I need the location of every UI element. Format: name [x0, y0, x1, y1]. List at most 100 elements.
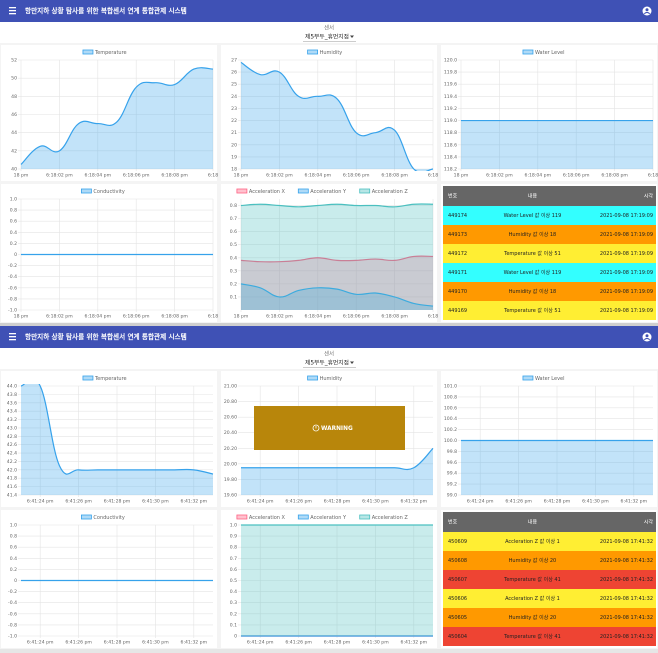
line [240, 203, 434, 208]
table-cell: 2021-09-08 17:19:09 [600, 308, 653, 314]
legend-swatch [297, 514, 309, 520]
legend-label: Temperature [94, 376, 127, 382]
legend-label: Acceleration X [249, 189, 286, 195]
table-cell: Accleration Z 값 이상 1 [505, 595, 560, 602]
table-header: 시각 [644, 519, 654, 526]
y-tick-label: 19.80 [224, 477, 237, 483]
table-cell: 450604 [448, 634, 467, 640]
table-cell: 2021-09-08 17:19:09 [600, 289, 653, 295]
table-cell: 449171 [448, 270, 467, 276]
y-tick-label: 118.2 [444, 167, 457, 173]
y-tick-label: 25 [231, 82, 237, 88]
chart-panel [1, 184, 217, 322]
table-cell: 2021-09-08 17:19:09 [600, 270, 653, 276]
y-tick-label: 20.80 [224, 399, 237, 405]
x-tick-label: 6:18:04 pm [305, 173, 332, 179]
table-header-bg [443, 186, 656, 206]
y-tick-label: 0.4 [10, 230, 17, 236]
table-cell: Temperature 값 이상 41 [503, 633, 561, 640]
y-tick-label: 20.20 [224, 446, 237, 452]
y-tick-label: 50 [11, 76, 17, 82]
chart-panel [221, 45, 437, 181]
x-tick-label: 6:41:26 pm [285, 499, 312, 505]
y-tick-label: 0.9 [230, 534, 237, 540]
y-tick-label: 99.4 [447, 471, 457, 477]
y-tick-label: 52 [11, 58, 17, 64]
y-tick-label: 41.6 [7, 484, 17, 490]
y-tick-label: 21.00 [224, 384, 237, 390]
app-title: 항만지하 상황 탐사를 위한 복합센서 연계 통합관제 시스템 [25, 332, 187, 341]
y-tick-label: 0.3 [230, 600, 237, 606]
warning-icon [312, 424, 320, 432]
y-tick-label: 0.6 [230, 229, 237, 235]
y-tick-label: 21 [231, 130, 237, 136]
x-tick-label: 6:41:24 pm [27, 499, 54, 505]
y-tick-label: 0.4 [230, 255, 237, 261]
area [461, 120, 653, 169]
y-tick-label: 0.7 [230, 216, 237, 222]
table-row [443, 532, 656, 551]
y-tick-label: -1.0 [8, 308, 17, 314]
area [461, 440, 653, 495]
table-row [443, 282, 656, 301]
legend-label: Acceleration Y [310, 515, 347, 521]
table-cell: Temperature 값 이상 51 [503, 307, 561, 314]
area [241, 525, 433, 636]
legend-swatch [307, 49, 319, 55]
x-tick-label: 6:18:02 pm [266, 173, 293, 179]
y-tick-label: 0.1 [230, 294, 237, 300]
table-row [443, 589, 656, 608]
y-tick-label: 0.2 [230, 281, 237, 287]
y-tick-label: 43.8 [7, 392, 17, 398]
legend-swatch [236, 188, 248, 194]
y-tick-label: 18 [231, 167, 237, 173]
table-cell: Water Level 값 이상 119 [504, 269, 562, 276]
plot-area [461, 119, 653, 169]
chart-panel [1, 371, 217, 507]
x-tick-label: 18 pm [234, 173, 249, 179]
table-row [443, 263, 656, 282]
chart-panel [441, 45, 657, 181]
line [20, 384, 214, 475]
table-cell: 2021-09-08 17:41:32 [600, 596, 653, 602]
plot-area [241, 447, 434, 495]
legend-swatch [307, 375, 319, 381]
legend-label: Conductivity [93, 515, 124, 521]
table-cell: 449174 [448, 213, 467, 219]
y-tick-label: 119.6 [444, 82, 457, 88]
y-tick-label: 100.4 [444, 416, 457, 422]
legend-swatch [81, 188, 92, 194]
plot-area [20, 67, 214, 169]
x-tick-label: 6:18:04 pm [305, 314, 332, 320]
legend-swatch [359, 514, 371, 520]
table-cell: Humidity 값 이상 20 [509, 614, 557, 621]
y-tick-label: 119.4 [444, 94, 457, 100]
x-tick-label: 18 pm [454, 173, 469, 179]
y-tick-label: -0.2 [8, 589, 17, 595]
y-tick-label: 20.40 [224, 430, 237, 436]
y-tick-label: 100.2 [444, 427, 457, 433]
table-cell: 2021-09-08 17:19:09 [600, 232, 653, 238]
y-tick-label: 24 [231, 94, 237, 100]
y-tick-label: 20 [231, 142, 237, 148]
sensor-select[interactable]: 제5부두_휴먼지점 [305, 33, 349, 41]
x-tick-label: 6:41:30 pm [142, 499, 169, 505]
y-tick-label: 41.4 [7, 493, 17, 499]
y-tick-label: 0.7 [230, 556, 237, 562]
select-caret [350, 361, 354, 364]
x-tick-label: 6:18:06 pm [343, 173, 370, 179]
table-cell: 449170 [448, 289, 467, 295]
line [240, 61, 434, 171]
table-cell: Humidity 값 이상 18 [509, 231, 557, 238]
y-tick-label: 0.2 [10, 241, 17, 247]
content-bg [0, 22, 658, 43]
y-tick-label: 0.5 [230, 242, 237, 248]
x-tick-label: 6:41:28 pm [324, 499, 351, 505]
sensor-select[interactable]: 제5부두_휴먼지점 [305, 359, 349, 367]
x-tick-label: 6:18:02 pm [46, 173, 73, 179]
x-tick-label: 6:18:08 pm [161, 314, 188, 320]
legend-swatch [81, 514, 92, 520]
table-cell: 450606 [448, 596, 467, 602]
y-tick-label: 119.2 [444, 106, 457, 112]
y-tick-label: -0.4 [8, 600, 17, 606]
